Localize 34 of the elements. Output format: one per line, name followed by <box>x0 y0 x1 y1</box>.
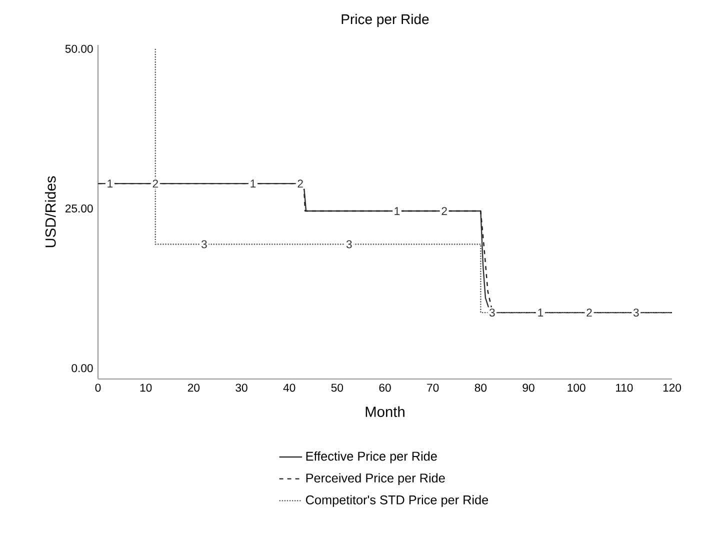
annotation: 1 <box>108 180 113 188</box>
x-tick-label: 80 <box>474 384 487 392</box>
annotation: 1 <box>394 207 400 215</box>
x-tick-label: 10 <box>140 384 152 392</box>
annotation: 3 <box>633 308 639 317</box>
x-tick-label: 40 <box>283 384 296 392</box>
y-tick-label: 50.00 <box>65 44 93 53</box>
y-tick-label: 0.00 <box>72 364 93 372</box>
x-tick-label: 100 <box>568 384 586 392</box>
annotation: 2 <box>442 207 447 215</box>
x-tick-label: 70 <box>427 384 439 392</box>
x-tick-label: 120 <box>663 384 682 392</box>
x-tick-label: 30 <box>236 384 248 392</box>
legend-label: Competitor's STD Price per Ride <box>306 495 488 507</box>
y-tick-label: 25.00 <box>65 204 93 212</box>
x-tick-label: 60 <box>379 384 391 392</box>
x-axis-title: Month <box>366 406 404 417</box>
annotation: 3 <box>346 240 352 248</box>
legend-label: Effective Price per Ride <box>306 451 437 464</box>
chart-title: Price per Ride <box>342 14 429 27</box>
x-tick-label: 50 <box>331 384 344 392</box>
annotation: 2 <box>586 308 592 317</box>
annotation: 1 <box>538 308 544 316</box>
annotation: 2 <box>152 180 158 188</box>
annotation: 3 <box>201 240 207 248</box>
annotation: 1 <box>250 180 256 188</box>
x-tick-label: 0 <box>95 384 101 392</box>
x-tick-label: 20 <box>188 384 200 392</box>
annotation: 2 <box>298 180 303 188</box>
legend-label: Perceived Price per Ride <box>306 473 445 486</box>
y-axis-title: USD/Rides <box>45 176 56 248</box>
x-tick-label: 110 <box>616 384 633 392</box>
annotation: 3 <box>489 308 495 317</box>
x-tick-label: 90 <box>522 384 534 392</box>
